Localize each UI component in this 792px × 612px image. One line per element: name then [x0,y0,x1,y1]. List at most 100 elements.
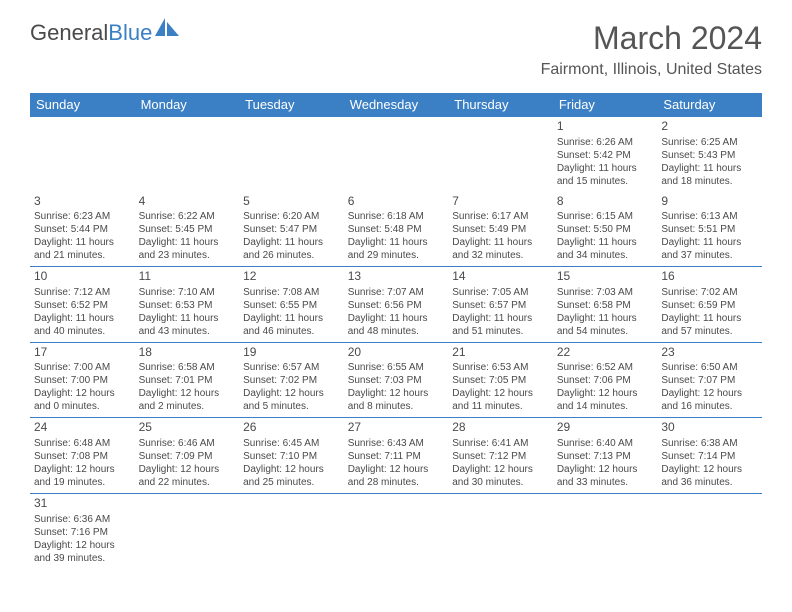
calendar-cell: 6Sunrise: 6:18 AMSunset: 5:48 PMDaylight… [344,192,449,267]
daylight-text-1: Daylight: 11 hours [34,236,131,249]
daylight-text-2: and 57 minutes. [661,325,758,338]
calendar-cell: 19Sunrise: 6:57 AMSunset: 7:02 PMDayligh… [239,342,344,418]
daylight-text-2: and 18 minutes. [661,175,758,188]
calendar-cell [344,117,449,192]
day-number: 17 [34,345,131,361]
weekday-header: Saturday [657,93,762,117]
daylight-text-2: and 54 minutes. [557,325,654,338]
day-info: Sunrise: 6:53 AMSunset: 7:05 PMDaylight:… [452,361,549,413]
sunset-text: Sunset: 7:14 PM [661,450,758,463]
daylight-text-1: Daylight: 12 hours [348,463,445,476]
month-title: March 2024 [541,20,762,57]
calendar-cell: 12Sunrise: 7:08 AMSunset: 6:55 PMDayligh… [239,267,344,343]
daylight-text-1: Daylight: 12 hours [452,463,549,476]
daylight-text-1: Daylight: 12 hours [139,463,236,476]
day-number: 7 [452,194,549,210]
day-info: Sunrise: 6:57 AMSunset: 7:02 PMDaylight:… [243,361,340,413]
daylight-text-2: and 40 minutes. [34,325,131,338]
day-info: Sunrise: 7:08 AMSunset: 6:55 PMDaylight:… [243,286,340,338]
calendar-cell: 16Sunrise: 7:02 AMSunset: 6:59 PMDayligh… [657,267,762,343]
sunrise-text: Sunrise: 6:18 AM [348,210,445,223]
sunrise-text: Sunrise: 6:41 AM [452,437,549,450]
day-info: Sunrise: 6:38 AMSunset: 7:14 PMDaylight:… [661,437,758,489]
weekday-header: Sunday [30,93,135,117]
daylight-text-2: and 51 minutes. [452,325,549,338]
calendar-cell: 11Sunrise: 7:10 AMSunset: 6:53 PMDayligh… [135,267,240,343]
calendar-cell: 27Sunrise: 6:43 AMSunset: 7:11 PMDayligh… [344,418,449,494]
calendar-cell [344,493,449,568]
day-info: Sunrise: 7:02 AMSunset: 6:59 PMDaylight:… [661,286,758,338]
daylight-text-2: and 29 minutes. [348,249,445,262]
sunrise-text: Sunrise: 7:12 AM [34,286,131,299]
weekday-header: Wednesday [344,93,449,117]
calendar-cell: 25Sunrise: 6:46 AMSunset: 7:09 PMDayligh… [135,418,240,494]
logo: GeneralBlue [30,20,181,46]
sunset-text: Sunset: 6:56 PM [348,299,445,312]
calendar-cell: 15Sunrise: 7:03 AMSunset: 6:58 PMDayligh… [553,267,658,343]
day-info: Sunrise: 6:40 AMSunset: 7:13 PMDaylight:… [557,437,654,489]
daylight-text-2: and 8 minutes. [348,400,445,413]
daylight-text-1: Daylight: 12 hours [34,463,131,476]
calendar-header-row: SundayMondayTuesdayWednesdayThursdayFrid… [30,93,762,117]
daylight-text-2: and 28 minutes. [348,476,445,489]
day-info: Sunrise: 6:22 AMSunset: 5:45 PMDaylight:… [139,210,236,262]
day-number: 31 [34,496,131,512]
sunset-text: Sunset: 7:09 PM [139,450,236,463]
sunrise-text: Sunrise: 6:55 AM [348,361,445,374]
day-number: 25 [139,420,236,436]
day-number: 5 [243,194,340,210]
day-number: 22 [557,345,654,361]
day-number: 28 [452,420,549,436]
day-number: 2 [661,119,758,135]
header: GeneralBlue March 2024 Fairmont, Illinoi… [0,0,792,87]
day-number: 13 [348,269,445,285]
calendar-cell: 8Sunrise: 6:15 AMSunset: 5:50 PMDaylight… [553,192,658,267]
sunset-text: Sunset: 6:55 PM [243,299,340,312]
calendar-cell: 10Sunrise: 7:12 AMSunset: 6:52 PMDayligh… [30,267,135,343]
daylight-text-1: Daylight: 11 hours [661,162,758,175]
calendar-cell: 24Sunrise: 6:48 AMSunset: 7:08 PMDayligh… [30,418,135,494]
sunrise-text: Sunrise: 6:20 AM [243,210,340,223]
sunrise-text: Sunrise: 6:58 AM [139,361,236,374]
sunrise-text: Sunrise: 6:53 AM [452,361,549,374]
sunrise-text: Sunrise: 6:57 AM [243,361,340,374]
daylight-text-1: Daylight: 12 hours [557,463,654,476]
calendar-cell [657,493,762,568]
calendar-body: 1Sunrise: 6:26 AMSunset: 5:42 PMDaylight… [30,117,762,569]
daylight-text-2: and 2 minutes. [139,400,236,413]
sunset-text: Sunset: 6:57 PM [452,299,549,312]
daylight-text-2: and 39 minutes. [34,552,131,565]
day-info: Sunrise: 7:10 AMSunset: 6:53 PMDaylight:… [139,286,236,338]
day-info: Sunrise: 6:45 AMSunset: 7:10 PMDaylight:… [243,437,340,489]
calendar-cell [448,493,553,568]
calendar-cell [135,493,240,568]
calendar-cell: 31Sunrise: 6:36 AMSunset: 7:16 PMDayligh… [30,493,135,568]
daylight-text-2: and 19 minutes. [34,476,131,489]
day-number: 14 [452,269,549,285]
daylight-text-2: and 36 minutes. [661,476,758,489]
daylight-text-1: Daylight: 12 hours [661,463,758,476]
calendar-cell [239,493,344,568]
sunrise-text: Sunrise: 7:05 AM [452,286,549,299]
weekday-header: Thursday [448,93,553,117]
calendar-cell: 7Sunrise: 6:17 AMSunset: 5:49 PMDaylight… [448,192,553,267]
logo-sail-icon [155,16,181,42]
sunset-text: Sunset: 7:02 PM [243,374,340,387]
daylight-text-1: Daylight: 12 hours [34,387,131,400]
calendar-cell: 21Sunrise: 6:53 AMSunset: 7:05 PMDayligh… [448,342,553,418]
day-number: 16 [661,269,758,285]
daylight-text-2: and 5 minutes. [243,400,340,413]
sunset-text: Sunset: 7:16 PM [34,526,131,539]
sunset-text: Sunset: 5:51 PM [661,223,758,236]
sunset-text: Sunset: 7:11 PM [348,450,445,463]
sunset-text: Sunset: 5:43 PM [661,149,758,162]
sunset-text: Sunset: 6:58 PM [557,299,654,312]
day-info: Sunrise: 7:07 AMSunset: 6:56 PMDaylight:… [348,286,445,338]
daylight-text-2: and 0 minutes. [34,400,131,413]
sunrise-text: Sunrise: 6:17 AM [452,210,549,223]
day-info: Sunrise: 7:12 AMSunset: 6:52 PMDaylight:… [34,286,131,338]
daylight-text-1: Daylight: 11 hours [243,236,340,249]
daylight-text-1: Daylight: 12 hours [139,387,236,400]
daylight-text-2: and 22 minutes. [139,476,236,489]
day-info: Sunrise: 7:03 AMSunset: 6:58 PMDaylight:… [557,286,654,338]
